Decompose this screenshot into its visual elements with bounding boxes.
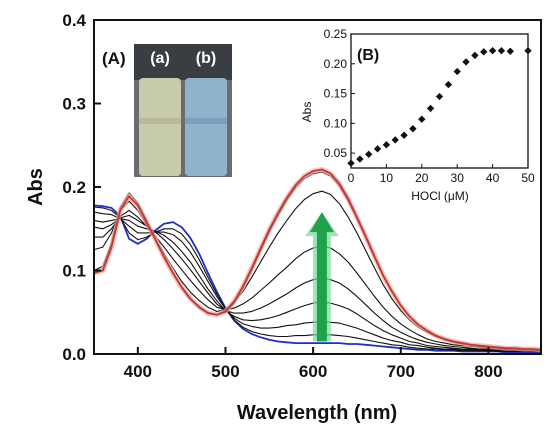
data-point [382,141,391,149]
data-point [365,150,373,158]
inset-y-tick-label: 0.15 [324,87,348,101]
inset-y-tick-label: 0.10 [324,116,348,130]
x-tick-label: 600 [299,362,327,381]
arrow-body [309,212,334,342]
y-tick-label: 0.4 [62,11,86,30]
main-chart: 400 500 600 700 800 0.00.10.20.30.4 Waveleng… [25,11,542,424]
data-point [480,48,488,56]
vial-b-meniscus [185,118,227,124]
inset-x-tick-label: 50 [521,171,535,185]
inset-x-tick-label: 30 [451,171,465,185]
inset-x-tick-label: 10 [380,171,394,185]
data-point [488,47,497,55]
inset-y-axis-title: Abs [300,102,314,123]
inset-x-ticks: 0 10 20 30 40 50 [348,164,535,185]
data-point [524,47,532,55]
main-y-axis-title: Abs [25,168,47,206]
data-point [462,58,470,66]
vial-a-label: (a) [150,50,170,67]
spectrum-line-8 [93,168,542,351]
y-tick-label: 0.3 [62,95,86,114]
data-point [356,155,364,163]
inset-points-layer [347,47,532,167]
inset-x-tick-label: 20 [415,171,429,185]
data-point [435,92,444,101]
x-tick-label: 700 [387,362,415,381]
x-tick-label: 400 [124,362,152,381]
inset-x-tick-label: 40 [486,171,500,185]
y-tick-label: 0.2 [62,178,86,197]
vial-a-meniscus [139,118,181,124]
data-point [373,145,382,153]
data-point [506,47,514,55]
inset-y-ticks: 0.05 0.10 0.15 0.20 0.25 [324,27,355,160]
data-point [409,125,417,133]
vial-b-label: (b) [196,50,216,67]
inset-x-axis-title: HOCl (μM) [411,189,469,203]
inset-x-tick-label: 0 [348,171,355,185]
vial-photo-inset: (a) (b) [134,44,232,177]
data-point [444,80,453,89]
inset-y-tick-label: 0.20 [324,57,348,71]
data-point [418,115,426,123]
spectrum-line-0 [93,204,541,354]
vial-a [139,78,181,176]
panel-a-label: (A) [102,49,126,68]
data-point [400,131,408,139]
increase-arrow [304,212,339,342]
data-point [471,51,479,60]
inset-y-tick-label: 0.05 [324,146,348,160]
y-tick-label: 0.0 [62,345,86,364]
panel-b-label: (B) [357,47,379,64]
inset-plot-frame [350,33,529,169]
data-point [497,47,506,55]
main-x-ticks: 400 500 600 700 800 [124,347,503,381]
data-point [453,67,461,76]
inset-chart: 0 10 20 30 40 50 0.05 0.10 0.15 0.20 0.25 HOCl (μ… [300,27,535,203]
x-tick-label: 500 [211,362,239,381]
x-tick-label: 800 [474,362,502,381]
data-point [391,136,399,144]
main-x-axis-title: Wavelength (nm) [237,402,397,424]
vial-b [185,78,227,176]
main-y-ticks: 0.0 0.1 0.2 0.3 0.4 [62,11,101,364]
y-tick-label: 0.1 [62,262,86,281]
data-point [426,104,435,113]
inset-y-tick-label: 0.25 [324,27,348,41]
